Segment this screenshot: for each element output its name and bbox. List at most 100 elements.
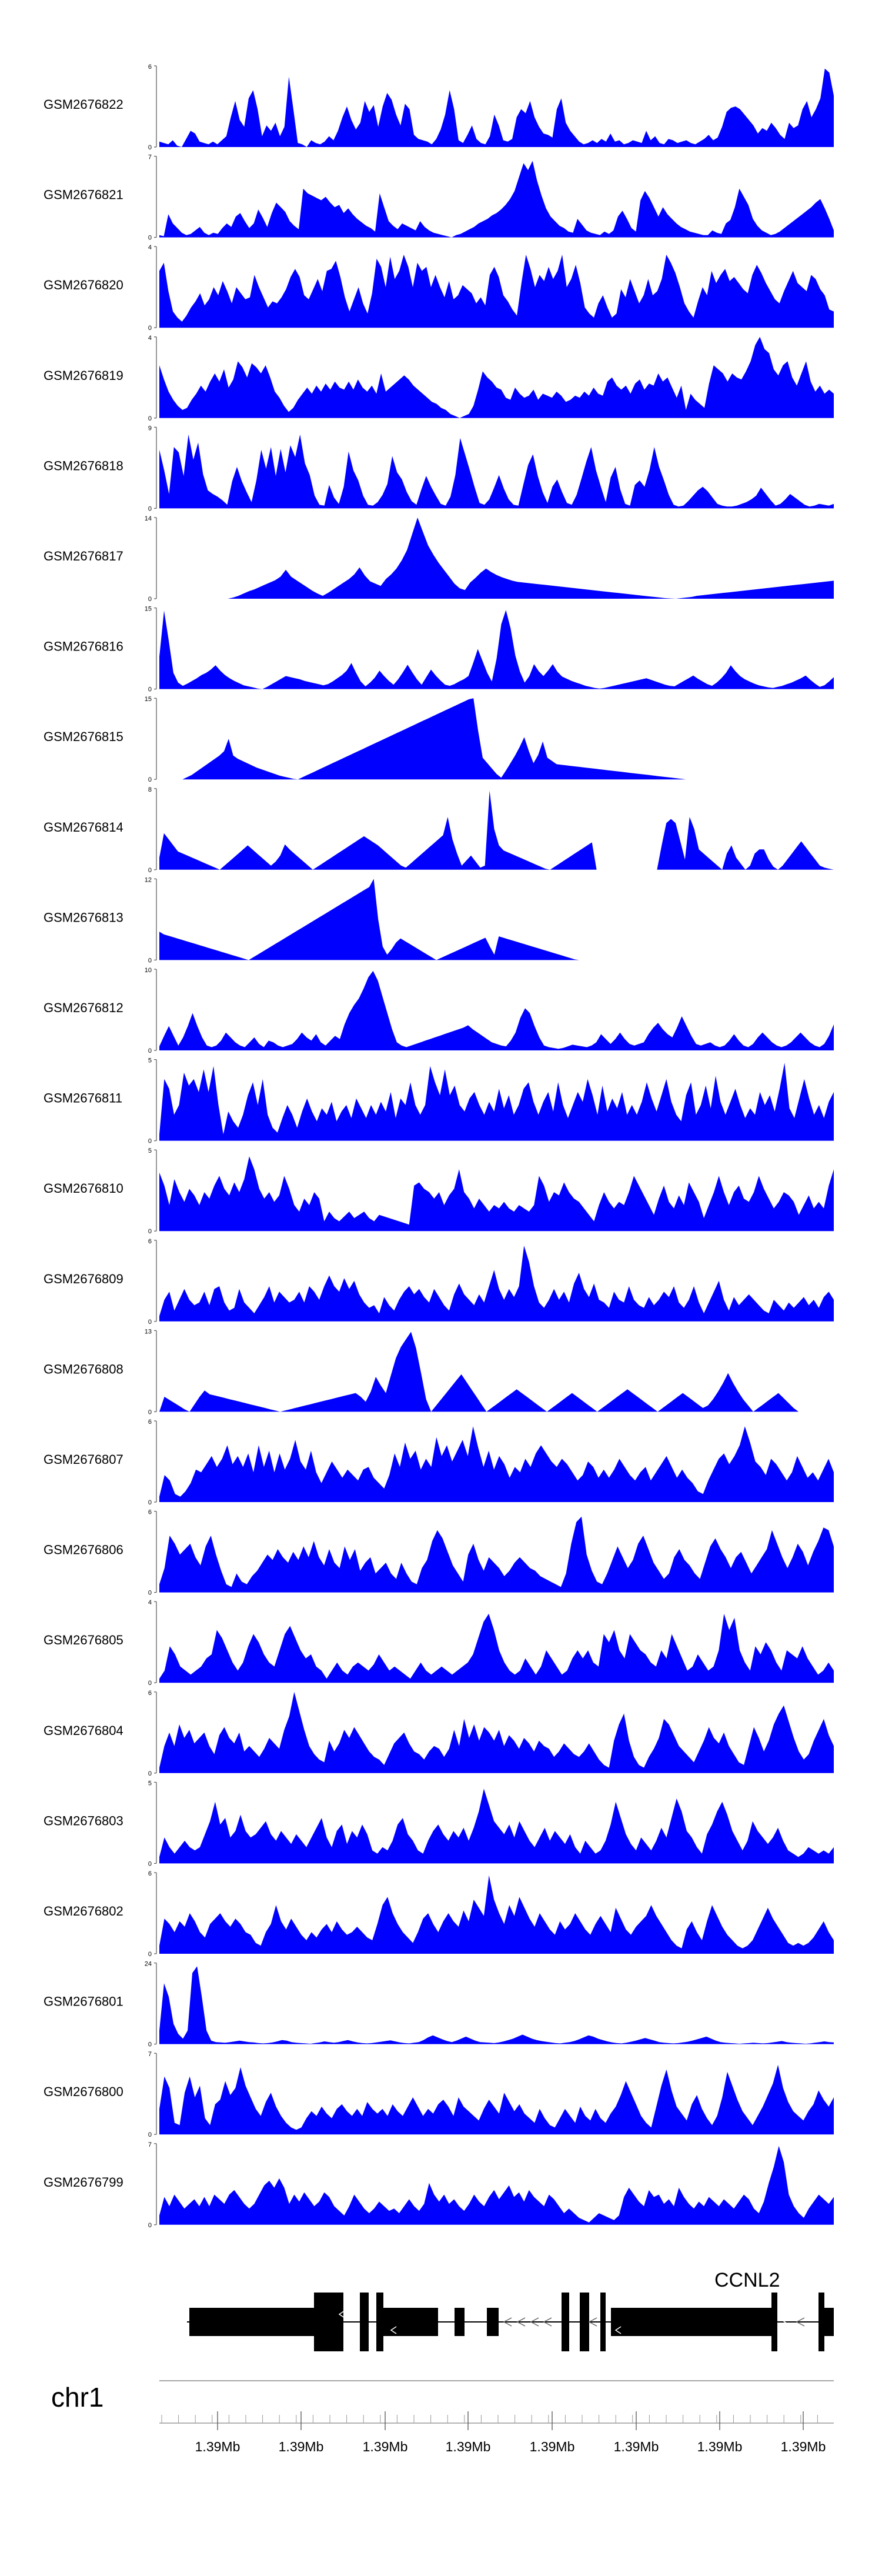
track-label: GSM2676820 xyxy=(44,278,123,292)
chromosome-label: chr1 xyxy=(51,2382,103,2413)
coverage-area xyxy=(159,161,834,238)
strand-arrow xyxy=(516,2317,526,2327)
y-axis-min-label: 0 xyxy=(148,235,152,242)
y-axis-max-label: 8 xyxy=(148,786,152,793)
y-axis-min-label: 0 xyxy=(148,1228,152,1235)
coverage-tracks: GSM267682260GSM267682170GSM267682040GSM2… xyxy=(44,64,834,2229)
coverage-area xyxy=(159,2064,834,2135)
y-axis-min-label: 0 xyxy=(148,1138,152,1145)
track-label: GSM2676807 xyxy=(44,1452,123,1467)
x-axis-tick-label: 1.39Mb xyxy=(530,2439,575,2454)
track-GSM2676803: GSM2676803 5 0 xyxy=(44,1780,834,1867)
gene-name-label: CCNL2 xyxy=(714,2269,780,2291)
coverage-area xyxy=(159,434,834,509)
gene-exon xyxy=(383,2308,438,2336)
track-GSM2676818: GSM2676818 9 0 xyxy=(44,425,834,512)
track-label: GSM2676812 xyxy=(44,1000,123,1015)
coverage-area xyxy=(159,1063,834,1141)
strand-arrow xyxy=(338,2310,345,2318)
y-axis-max-label: 7 xyxy=(148,2141,152,2148)
coverage-area xyxy=(159,1966,834,2044)
y-axis-max-label: 4 xyxy=(148,335,152,342)
y-axis-max-label: 6 xyxy=(148,1870,152,1877)
y-axis-max-label: 14 xyxy=(145,515,152,522)
track-label: GSM2676800 xyxy=(44,2084,123,2099)
track-GSM2676813: GSM2676813 12 0 xyxy=(44,876,834,964)
y-axis-min-label: 0 xyxy=(148,957,152,964)
track-label: GSM2676818 xyxy=(44,458,123,473)
coverage-area xyxy=(159,790,834,870)
coverage-area xyxy=(159,1788,834,1864)
track-label: GSM2676808 xyxy=(44,1362,123,1376)
track-GSM2676806: GSM2676806 6 0 xyxy=(44,1509,834,1597)
y-axis-max-label: 6 xyxy=(148,1690,152,1697)
y-axis-min-label: 0 xyxy=(148,1590,152,1597)
y-axis-min-label: 0 xyxy=(148,596,152,603)
track-GSM2676805: GSM2676805 4 0 xyxy=(44,1599,834,1687)
track-label: GSM2676822 xyxy=(44,97,123,112)
y-axis-max-label: 6 xyxy=(148,1509,152,1516)
coverage-area xyxy=(159,1875,834,1954)
gene-exon xyxy=(771,2293,777,2351)
y-axis-min-label: 0 xyxy=(148,1770,152,1777)
y-axis-max-label: 4 xyxy=(148,1599,152,1606)
y-axis-min-label: 0 xyxy=(148,144,152,151)
track-GSM2676809: GSM2676809 6 0 xyxy=(44,1238,834,1326)
strand-arrow xyxy=(614,2326,622,2334)
x-axis-tick-label: 1.39Mb xyxy=(279,2439,324,2454)
gene-exon xyxy=(818,2293,824,2351)
coverage-area xyxy=(159,518,834,599)
coverage-area xyxy=(159,255,834,328)
y-axis-min-label: 0 xyxy=(148,686,152,693)
y-axis-max-label: 5 xyxy=(148,1057,152,1065)
gene-exon xyxy=(314,2293,343,2351)
track-label: GSM2676814 xyxy=(44,820,123,835)
track-GSM2676807: GSM2676807 6 0 xyxy=(44,1419,834,1506)
gene-exon xyxy=(611,2308,771,2336)
track-label: GSM2676813 xyxy=(44,910,123,925)
y-axis-min-label: 0 xyxy=(148,1860,152,1867)
track-label: GSM2676799 xyxy=(44,2175,123,2190)
track-label: GSM2676816 xyxy=(44,639,123,654)
y-axis-max-label: 7 xyxy=(148,154,152,161)
track-GSM2676820: GSM2676820 4 0 xyxy=(44,244,834,332)
coverage-area xyxy=(159,68,834,147)
coverage-area xyxy=(159,1332,834,1412)
track-label: GSM2676801 xyxy=(44,1994,123,2009)
strand-arrow xyxy=(796,2317,805,2327)
x-axis-tick-label: 1.39Mb xyxy=(614,2439,659,2454)
track-label: GSM2676803 xyxy=(44,1813,123,1828)
strand-arrow xyxy=(390,2326,397,2334)
track-label: GSM2676821 xyxy=(44,188,123,202)
y-axis-max-label: 6 xyxy=(148,1419,152,1426)
coverage-area xyxy=(159,970,834,1050)
gene-exon xyxy=(487,2308,499,2336)
coverage-area xyxy=(159,1426,834,1502)
x-axis-tick-label: 1.39Mb xyxy=(446,2439,491,2454)
y-axis-max-label: 9 xyxy=(148,425,152,432)
y-axis-min-label: 0 xyxy=(148,1047,152,1055)
y-axis-min-label: 0 xyxy=(148,867,152,874)
track-GSM2676817: GSM2676817 14 0 xyxy=(44,515,834,603)
y-axis-min-label: 0 xyxy=(148,505,152,512)
x-axis-tick-label: 1.39Mb xyxy=(781,2439,826,2454)
gene-exon xyxy=(360,2293,369,2351)
y-axis-max-label: 15 xyxy=(145,606,152,613)
track-GSM2676812: GSM2676812 10 0 xyxy=(44,967,834,1055)
track-GSM2676811: GSM2676811 5 0 xyxy=(44,1057,834,1145)
y-axis-max-label: 4 xyxy=(148,244,152,251)
y-axis-min-label: 0 xyxy=(148,2041,152,2048)
track-GSM2676799: GSM2676799 7 0 xyxy=(44,2141,834,2229)
track-label: GSM2676810 xyxy=(44,1181,123,1196)
track-GSM2676815: GSM2676815 15 0 xyxy=(44,696,834,783)
strand-arrow xyxy=(588,2317,597,2327)
track-label: GSM2676804 xyxy=(44,1723,123,1738)
track-label: GSM2676819 xyxy=(44,368,123,383)
y-axis-min-label: 0 xyxy=(148,776,152,783)
track-label: GSM2676806 xyxy=(44,1543,123,1557)
strand-arrow xyxy=(503,2317,512,2327)
track-label: GSM2676817 xyxy=(44,549,123,563)
y-axis-max-label: 10 xyxy=(145,967,152,974)
coverage-area xyxy=(159,1613,834,1683)
y-axis-max-label: 6 xyxy=(148,1238,152,1245)
